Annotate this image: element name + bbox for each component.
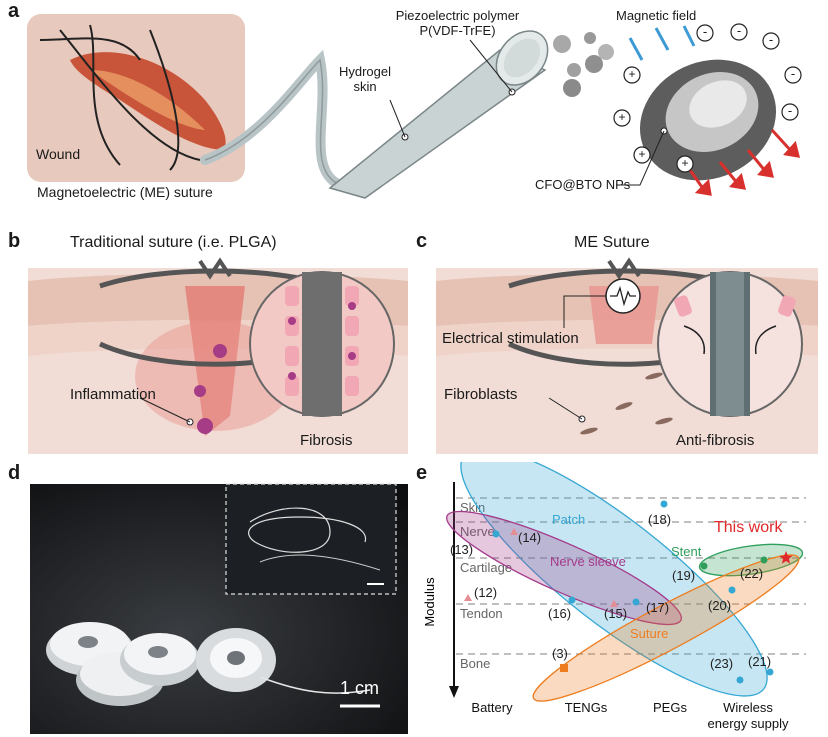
x-tick-label: TENGs [565,700,608,715]
x-tick-label: PEGs [653,700,687,715]
piezo-polymer-label: Piezoelectric polymer P(VDF-TrFE) [395,8,520,38]
group-label-stent: Stent [671,544,702,559]
point-label: (12) [474,585,497,600]
neg-charge: - [787,103,793,118]
point-marker [492,530,500,538]
anti-fibrosis-label: Anti-fibrosis [676,432,755,449]
point-label: (20) [708,598,731,613]
y-axis-arrow [449,686,459,698]
panel-a-label: a [8,0,20,22]
this-work-star [779,551,793,564]
point-marker [464,594,472,601]
point-label: (16) [548,606,571,621]
x-tick-label: Wireless [723,700,773,715]
scale-bar-label: 1 cm [340,678,380,698]
point-label: (19) [672,568,695,583]
group-label-suture: Suture [630,626,668,641]
neg-charge: - [702,24,708,39]
fibrosis-label: Fibrosis [300,432,353,449]
panel-c: c ME Suture Electrical stimulation Fibro… [414,226,828,460]
neg-charge: - [736,23,742,38]
neg-charge: - [790,66,796,81]
panel-a: a Wound Magnetoelectric (ME) suture Hydr… [0,0,828,225]
point-marker [766,668,774,676]
panel-b: b Traditional suture (i.e. PLGA) Inflamm… [0,226,414,460]
point-label: (13) [450,542,473,557]
x-tick-label: energy supply [708,716,789,731]
point-marker [560,664,568,672]
hydrogel-skin-label: Hydrogel skin [338,64,392,94]
point-marker [728,586,736,594]
level-label-bone: Bone [460,656,490,671]
panel-c-label: c [416,230,428,252]
level-label-cartilage: Cartilage [460,560,512,575]
pos-charge: + [618,110,626,124]
group-region-stent [698,543,804,577]
panel-e: e Modulus Skin Nerve Cartilage Tendon Bone Pat… [414,462,828,737]
point-marker [700,562,708,570]
panel-d: d 1 cm [0,462,414,737]
pos-charge: + [628,67,636,81]
point-label: (18) [648,512,671,527]
point-label: (14) [518,530,541,545]
inflammation-label: Inflammation [70,386,156,403]
y-axis-label: Modulus [422,577,437,627]
point-marker [510,528,518,535]
group-label-patch: Patch [552,512,585,527]
panel-c-illustration [436,257,818,454]
panel-c-title: ME Suture [574,234,650,251]
panel-b-title: Traditional suture (i.e. PLGA) [70,234,277,251]
panel-a-illustration [27,14,802,199]
x-tick-label: Battery [471,700,513,715]
point-label: (21) [748,654,771,669]
point-marker [736,676,744,684]
point-label: (3) [552,646,568,661]
panel-d-photo [30,483,408,734]
panel-b-label: b [8,230,21,252]
panel-d-label: d [8,462,21,484]
point-marker [760,556,768,564]
point-label: (15) [604,606,627,621]
me-suture-label: Magnetoelectric (ME) suture [37,184,213,200]
fibroblasts-label: Fibroblasts [444,386,518,403]
panel-b-illustration [28,257,408,454]
point-marker [660,500,668,508]
point-label: (17) [646,600,669,615]
modulus-chart: ModulusSkinNerveCartilageTendonBonePatch… [422,462,806,731]
group-region-nerve-sleeve [446,510,682,626]
level-label-tendon: Tendon [460,606,503,621]
group-region-patch [460,462,768,697]
magnetic-field-label: Magnetic field [616,8,697,23]
nps-label: CFO@BTO NPs [535,177,631,192]
this-work-label: This work [714,519,783,536]
level-label-nerve: Nerve [460,524,495,539]
electrical-stimulation-label: Electrical stimulation [442,330,579,347]
point-marker [610,600,618,607]
neg-charge: - [768,32,774,47]
group-label-nerve-sleeve: Nerve sleeve [550,554,626,569]
point-marker [632,598,640,606]
point-label: (23) [710,656,733,671]
wound-label: Wound [36,146,81,162]
panel-e-label: e [416,462,428,484]
pos-charge: + [681,156,689,170]
point-marker [568,596,576,604]
pos-charge: + [638,147,646,161]
point-label: (22) [740,566,763,581]
